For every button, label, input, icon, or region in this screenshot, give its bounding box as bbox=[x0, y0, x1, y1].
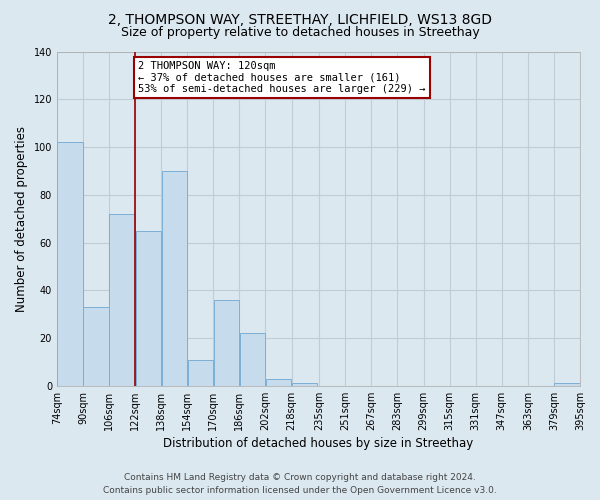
Bar bbox=[188, 360, 213, 386]
Bar bbox=[136, 230, 161, 386]
Text: 2, THOMPSON WAY, STREETHAY, LICHFIELD, WS13 8GD: 2, THOMPSON WAY, STREETHAY, LICHFIELD, W… bbox=[108, 12, 492, 26]
Text: 2 THOMPSON WAY: 120sqm
← 37% of detached houses are smaller (161)
53% of semi-de: 2 THOMPSON WAY: 120sqm ← 37% of detached… bbox=[139, 61, 426, 94]
Bar bbox=[240, 334, 265, 386]
Bar bbox=[83, 307, 109, 386]
Text: Size of property relative to detached houses in Streethay: Size of property relative to detached ho… bbox=[121, 26, 479, 39]
X-axis label: Distribution of detached houses by size in Streethay: Distribution of detached houses by size … bbox=[163, 437, 473, 450]
Bar bbox=[58, 142, 83, 386]
Bar bbox=[161, 171, 187, 386]
Bar bbox=[109, 214, 135, 386]
Bar bbox=[554, 384, 580, 386]
Bar bbox=[266, 378, 291, 386]
Bar bbox=[292, 384, 317, 386]
Bar bbox=[214, 300, 239, 386]
Y-axis label: Number of detached properties: Number of detached properties bbox=[15, 126, 28, 312]
Text: Contains HM Land Registry data © Crown copyright and database right 2024.
Contai: Contains HM Land Registry data © Crown c… bbox=[103, 473, 497, 495]
